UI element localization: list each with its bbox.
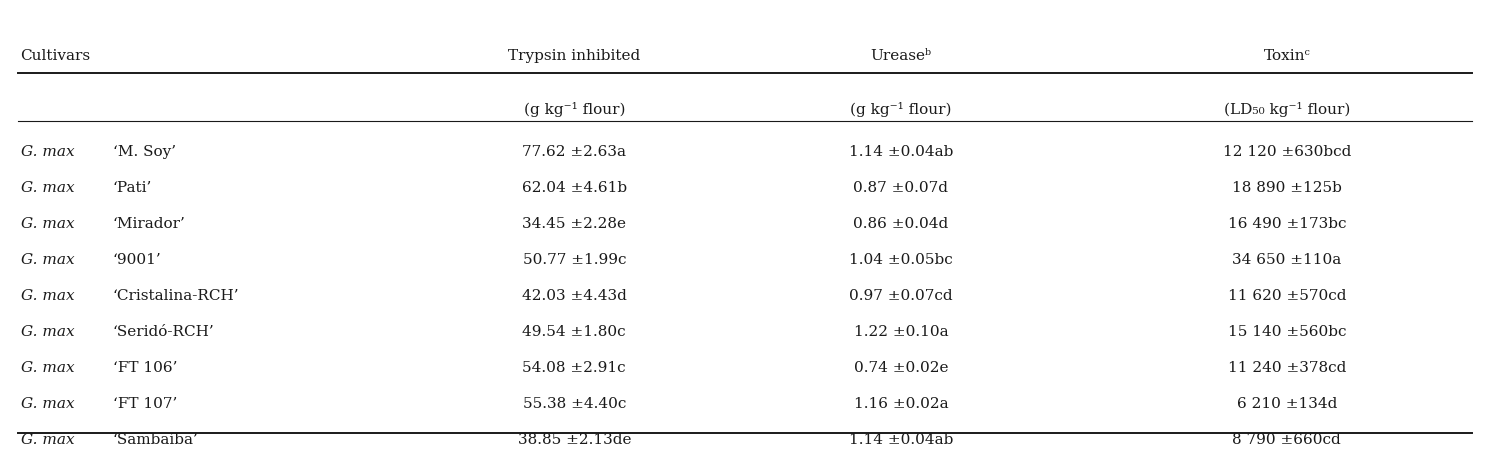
Text: 1.16 ±0.02a: 1.16 ±0.02a — [854, 397, 948, 411]
Text: 18 890 ±125b: 18 890 ±125b — [1232, 181, 1342, 195]
Text: 1.14 ±0.04ab: 1.14 ±0.04ab — [849, 433, 954, 447]
Text: 1.04 ±0.05bc: 1.04 ±0.05bc — [849, 253, 952, 267]
Text: ‘FT 107’: ‘FT 107’ — [113, 397, 177, 411]
Text: G. max: G. max — [21, 325, 79, 339]
Text: G. max: G. max — [21, 361, 79, 375]
Text: G. max: G. max — [21, 433, 79, 447]
Text: G. max: G. max — [21, 217, 79, 231]
Text: 54.08 ±2.91c: 54.08 ±2.91c — [523, 361, 626, 375]
Text: ‘Cristalina-RCH’: ‘Cristalina-RCH’ — [113, 289, 240, 303]
Text: 55.38 ±4.40c: 55.38 ±4.40c — [523, 397, 626, 411]
Text: 38.85 ±2.13de: 38.85 ±2.13de — [517, 433, 632, 447]
Text: G. max: G. max — [21, 397, 79, 411]
Text: ‘Sambaíba’: ‘Sambaíba’ — [113, 433, 198, 447]
Text: Cultivars: Cultivars — [21, 49, 91, 63]
Text: 50.77 ±1.99c: 50.77 ±1.99c — [523, 253, 626, 267]
Text: G. max: G. max — [21, 253, 79, 267]
Text: 1.14 ±0.04ab: 1.14 ±0.04ab — [849, 145, 954, 159]
Text: 12 120 ±630bcd: 12 120 ±630bcd — [1223, 145, 1351, 159]
Text: (LD₅₀ kg⁻¹ flour): (LD₅₀ kg⁻¹ flour) — [1223, 102, 1350, 117]
Text: 49.54 ±1.80c: 49.54 ±1.80c — [523, 325, 626, 339]
Text: 11 240 ±378cd: 11 240 ±378cd — [1228, 361, 1345, 375]
Text: (g kg⁻¹ flour): (g kg⁻¹ flour) — [851, 102, 952, 117]
Text: Toxinᶜ: Toxinᶜ — [1264, 49, 1310, 63]
Text: 1.22 ±0.10a: 1.22 ±0.10a — [854, 325, 948, 339]
Text: 6 210 ±134d: 6 210 ±134d — [1237, 397, 1337, 411]
Text: 16 490 ±173bc: 16 490 ±173bc — [1228, 217, 1345, 231]
Text: ‘Seridó-RCH’: ‘Seridó-RCH’ — [113, 325, 215, 339]
Text: G. max: G. max — [21, 181, 79, 195]
Text: 42.03 ±4.43d: 42.03 ±4.43d — [522, 289, 627, 303]
Text: 34.45 ±2.28e: 34.45 ±2.28e — [523, 217, 626, 231]
Text: Ureaseᵇ: Ureaseᵇ — [870, 49, 931, 63]
Text: ‘9001’: ‘9001’ — [113, 253, 161, 267]
Text: ‘Pati’: ‘Pati’ — [113, 181, 152, 195]
Text: (g kg⁻¹ flour): (g kg⁻¹ flour) — [523, 102, 624, 117]
Text: 62.04 ±4.61b: 62.04 ±4.61b — [522, 181, 627, 195]
Text: 15 140 ±560bc: 15 140 ±560bc — [1228, 325, 1345, 339]
Text: ‘Mirador’: ‘Mirador’ — [113, 217, 185, 231]
Text: 34 650 ±110a: 34 650 ±110a — [1232, 253, 1341, 267]
Text: 77.62 ±2.63a: 77.62 ±2.63a — [523, 145, 626, 159]
Text: G. max: G. max — [21, 145, 79, 159]
Text: 0.74 ±0.02e: 0.74 ±0.02e — [854, 361, 948, 375]
Text: 0.87 ±0.07d: 0.87 ±0.07d — [854, 181, 948, 195]
Text: ‘FT 106’: ‘FT 106’ — [113, 361, 177, 375]
Text: ‘M. Soy’: ‘M. Soy’ — [113, 145, 176, 159]
Text: Trypsin inhibited: Trypsin inhibited — [508, 49, 641, 63]
Text: 8 790 ±660cd: 8 790 ±660cd — [1232, 433, 1341, 447]
Text: 0.86 ±0.04d: 0.86 ±0.04d — [854, 217, 949, 231]
Text: G. max: G. max — [21, 289, 79, 303]
Text: 11 620 ±570cd: 11 620 ±570cd — [1228, 289, 1345, 303]
Text: 0.97 ±0.07cd: 0.97 ±0.07cd — [849, 289, 952, 303]
